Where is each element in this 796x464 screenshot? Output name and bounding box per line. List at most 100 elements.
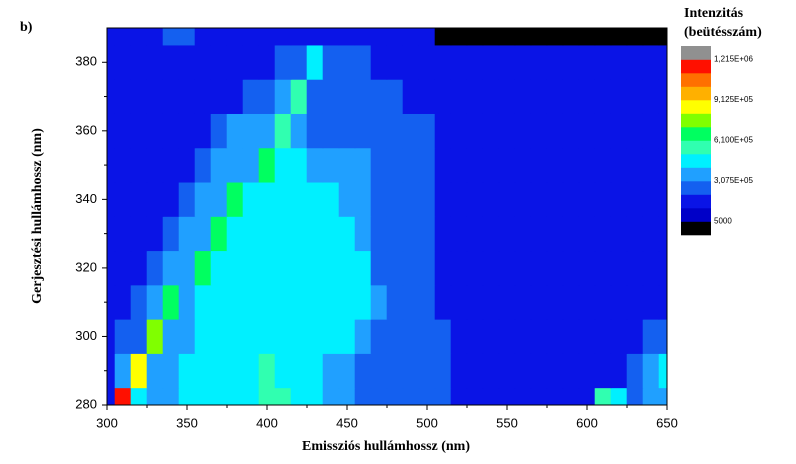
contour-cell <box>418 250 436 286</box>
contour-cell <box>626 28 644 46</box>
contour-cell <box>178 353 196 389</box>
x-tick-label: 350 <box>176 415 198 430</box>
contour-cell <box>226 44 244 80</box>
contour-cell <box>466 284 484 320</box>
contour-cell <box>107 387 116 405</box>
contour-cell <box>450 181 468 217</box>
contour-cell <box>642 216 660 252</box>
contour-cell <box>354 284 372 320</box>
colorbar-band <box>681 167 711 182</box>
colorbar-band <box>681 73 711 87</box>
contour-cell <box>274 250 292 286</box>
contour-cell <box>242 147 260 183</box>
contour-cell <box>210 147 228 183</box>
contour-cell <box>258 28 276 46</box>
x-tick-label: 600 <box>576 415 598 430</box>
contour-cell <box>546 216 564 252</box>
contour-cell <box>338 353 356 389</box>
contour-cell <box>546 250 564 286</box>
contour-cell <box>210 284 228 320</box>
contour-cell <box>114 181 132 217</box>
contour-cell <box>274 28 292 46</box>
contour-cell <box>658 284 667 320</box>
contour-cell <box>418 181 436 217</box>
contour-cell <box>402 79 420 114</box>
contour-cell <box>386 250 404 286</box>
contour-cell <box>642 319 660 354</box>
colorbar-band <box>681 181 711 195</box>
contour-cell <box>626 79 644 114</box>
contour-cell <box>434 284 452 320</box>
contour-cell <box>610 353 628 389</box>
contour-cell <box>498 181 516 217</box>
contour-cell <box>418 284 436 320</box>
contour-cell <box>594 28 612 46</box>
contour-cell <box>562 79 580 114</box>
contour-cell <box>354 79 372 114</box>
contour-cell <box>354 28 372 46</box>
contour-cell <box>498 284 516 320</box>
contour-cell <box>418 44 436 80</box>
contour-cell <box>466 113 484 149</box>
contour-cell <box>386 216 404 252</box>
contour-cell <box>242 181 260 217</box>
contour-cell <box>130 387 148 405</box>
contour-cell <box>658 79 667 114</box>
contour-cell <box>274 319 292 354</box>
contour-cell <box>242 216 260 252</box>
contour-cell <box>482 319 500 354</box>
contour-cell <box>578 181 596 217</box>
contour-cell <box>658 387 667 405</box>
contour-cell <box>594 44 612 80</box>
contour-cell <box>210 79 228 114</box>
contour-cell <box>498 250 516 286</box>
contour-cell <box>242 44 260 80</box>
contour-cell <box>658 28 667 46</box>
contour-cell <box>626 319 644 354</box>
contour-cell <box>530 44 548 80</box>
contour-cell <box>482 113 500 149</box>
contour-cell <box>546 79 564 114</box>
contour-cell <box>322 113 340 149</box>
contour-cell <box>450 216 468 252</box>
contour-cell <box>578 216 596 252</box>
contour-cell <box>130 216 148 252</box>
contour-cell <box>338 147 356 183</box>
contour-cell <box>578 28 596 46</box>
contour-cell <box>514 250 532 286</box>
contour-cell <box>370 387 388 405</box>
contour-cell <box>178 181 196 217</box>
contour-cell <box>146 113 164 149</box>
contour-cell <box>242 353 260 389</box>
contour-cell <box>258 250 276 286</box>
contour-cell <box>386 387 404 405</box>
contour-cell <box>546 28 564 46</box>
contour-cell <box>258 113 276 149</box>
contour-cell <box>578 319 596 354</box>
contour-cell <box>210 113 228 149</box>
contour-cell <box>290 353 308 389</box>
contour-cell <box>514 319 532 354</box>
contour-cell <box>306 79 324 114</box>
contour-cell <box>642 79 660 114</box>
contour-cell <box>546 387 564 405</box>
contour-cell <box>274 44 292 80</box>
contour-cell <box>418 113 436 149</box>
contour-cell <box>338 216 356 252</box>
y-tick-label: 280 <box>75 396 97 411</box>
contour-cell <box>386 44 404 80</box>
contour-cell <box>290 79 308 114</box>
contour-cell <box>370 319 388 354</box>
contour-cell <box>114 44 132 80</box>
contour-cell <box>210 28 228 46</box>
contour-cell <box>114 216 132 252</box>
contour-cell <box>434 250 452 286</box>
contour-cell <box>258 181 276 217</box>
contour-cell <box>466 44 484 80</box>
contour-cell <box>530 387 548 405</box>
contour-cell <box>162 250 180 286</box>
contour-cell <box>642 284 660 320</box>
colorbar-tick-label: 1,215E+06 <box>714 55 753 64</box>
contour-cell <box>562 216 580 252</box>
contour-cell <box>450 319 468 354</box>
